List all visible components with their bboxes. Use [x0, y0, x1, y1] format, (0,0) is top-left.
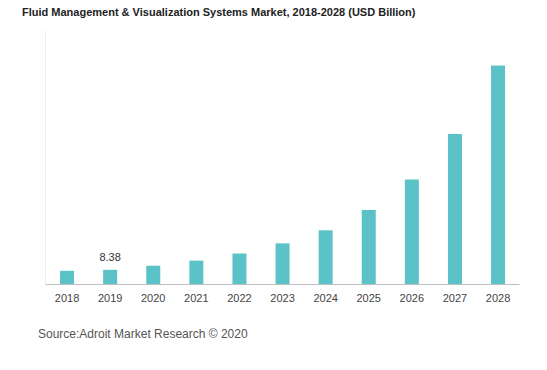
x-tick-label: 2022 — [227, 292, 251, 304]
x-tick-label: 2018 — [55, 292, 79, 304]
chart: Fluid Management & Visualization Systems… — [0, 0, 547, 370]
bar — [319, 230, 333, 284]
x-tick-label: 2027 — [443, 292, 467, 304]
bar — [103, 270, 117, 284]
bars — [60, 66, 505, 284]
bar — [448, 134, 462, 284]
x-tick-label: 2020 — [141, 292, 165, 304]
bar — [60, 271, 74, 284]
x-tick-label: 2019 — [98, 292, 122, 304]
y-range-line — [45, 30, 46, 284]
bar — [189, 261, 203, 284]
bar — [405, 180, 419, 284]
bar — [362, 210, 376, 284]
x-axis — [46, 284, 520, 285]
data-label: 8.38 — [99, 251, 120, 263]
x-tick-label: 2026 — [400, 292, 424, 304]
x-tick-label: 2024 — [313, 292, 337, 304]
x-tick-label: 2028 — [486, 292, 510, 304]
title: Fluid Management & Visualization Systems… — [22, 6, 416, 18]
bar — [276, 243, 290, 284]
chart-root: Fluid Management & Visualization Systems… — [0, 0, 547, 370]
bar — [491, 66, 505, 284]
bar — [232, 254, 246, 284]
x-tick-label: 2021 — [184, 292, 208, 304]
x-tick-label: 2023 — [270, 292, 294, 304]
x-tick-label: 2025 — [357, 292, 381, 304]
source: Source:Adroit Market Research © 2020 — [38, 327, 248, 341]
bar — [146, 266, 160, 284]
